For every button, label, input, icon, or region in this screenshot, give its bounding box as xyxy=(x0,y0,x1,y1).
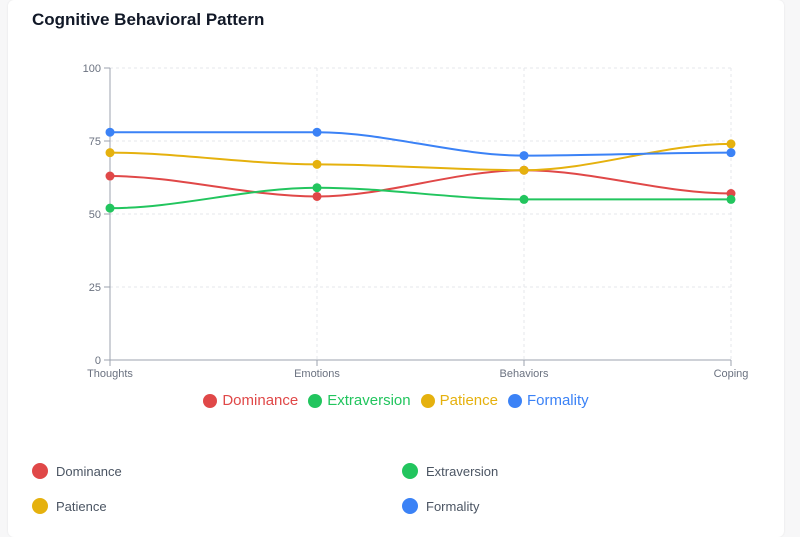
data-point-formality xyxy=(726,148,736,158)
series-line-formality xyxy=(109,131,732,157)
data-point-extraversion xyxy=(519,194,529,204)
series-label-extraversion: Extraversion xyxy=(426,463,499,479)
series-line-dominance xyxy=(109,169,732,198)
data-point-dominance xyxy=(105,171,115,181)
legend-dot-formality xyxy=(507,393,522,408)
data-point-formality xyxy=(105,127,115,137)
x-tick-label: Emotions xyxy=(294,368,340,380)
legend-item-formality[interactable]: Formality xyxy=(507,392,589,409)
legend-label-dominance: Dominance xyxy=(222,392,299,409)
y-tick-label: 50 xyxy=(89,209,101,221)
data-point-patience xyxy=(726,139,736,149)
x-axis-ticks: Thoughts Emotions Behaviors Coping xyxy=(87,360,748,380)
series-dot-formality xyxy=(402,498,418,514)
series-lines xyxy=(109,131,732,210)
legend-item-dominance[interactable]: Dominance xyxy=(203,392,298,409)
y-tick-label: 0 xyxy=(95,355,101,367)
series-label-formality: Formality xyxy=(426,498,480,514)
data-point-patience xyxy=(312,159,322,169)
legend-item-patience[interactable]: Patience xyxy=(420,392,498,409)
chart-title: Cognitive Behavioral Pattern xyxy=(32,10,265,29)
data-point-patience xyxy=(105,148,115,158)
x-tick-label: Behaviors xyxy=(500,368,549,380)
legend-label-patience: Patience xyxy=(439,392,498,409)
series-line-extraversion xyxy=(109,186,731,210)
series-list-item-dominance: Dominance xyxy=(32,463,122,479)
y-tick-label: 100 xyxy=(83,63,101,75)
data-point-formality xyxy=(312,127,322,137)
legend-label-formality: Formality xyxy=(526,392,589,409)
series-line-patience xyxy=(109,142,732,172)
legend-dot-dominance xyxy=(203,393,218,408)
data-point-extraversion xyxy=(105,203,115,213)
series-dot-extraversion xyxy=(402,463,418,479)
legend-item-extraversion[interactable]: Extraversion xyxy=(308,392,411,409)
x-tick-label: Thoughts xyxy=(87,368,133,380)
axes xyxy=(109,68,731,361)
series-dot-patience xyxy=(32,498,48,514)
y-tick-label: 25 xyxy=(89,282,101,294)
legend-dot-extraversion xyxy=(308,393,323,408)
y-axis-ticks: 0 25 50 75 100 xyxy=(83,63,110,367)
line-chart: 0 25 50 75 100 Thoughts Emotions Behaviors Copi… xyxy=(83,63,749,380)
series-label-patience: Patience xyxy=(56,498,107,514)
series-list-item-extraversion: Extraversion xyxy=(402,463,498,479)
legend-label-extraversion: Extraversion xyxy=(327,392,411,409)
data-point-extraversion xyxy=(726,194,736,204)
y-tick-label: 75 xyxy=(89,136,101,148)
data-point-extraversion xyxy=(312,183,322,193)
chart-legend: Dominance Extraversion Patience Formality xyxy=(8,392,784,409)
series-list-item-patience: Patience xyxy=(32,498,107,514)
x-tick-label: Coping xyxy=(714,368,749,380)
data-point-formality xyxy=(519,151,529,161)
data-point-patience xyxy=(519,165,529,175)
data-point-dominance xyxy=(312,191,322,201)
legend-dot-patience xyxy=(420,393,435,408)
series-points xyxy=(105,127,736,213)
grid xyxy=(109,67,732,360)
series-label-dominance: Dominance xyxy=(56,463,122,479)
series-dot-dominance xyxy=(32,463,48,479)
series-list-item-formality: Formality xyxy=(402,498,479,514)
chart-card: Cognitive Behavioral Pattern 0 25 50 75 100 … xyxy=(8,0,784,537)
